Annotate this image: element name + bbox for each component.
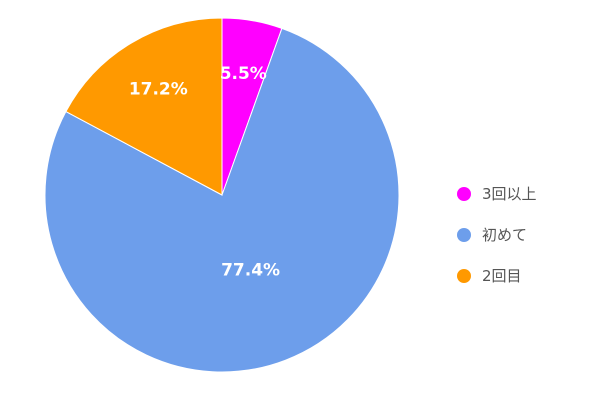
pie-slice-labels: 5.5% 77.4% 17.2% bbox=[129, 64, 280, 280]
slice-value-label: 77.4% bbox=[221, 260, 280, 280]
legend-swatch bbox=[457, 269, 471, 283]
legend-label: 初めて bbox=[482, 226, 527, 244]
slice-value-label: 17.2% bbox=[129, 80, 188, 100]
legend-swatch bbox=[457, 187, 471, 201]
legend-label: 2回目 bbox=[482, 267, 522, 285]
pie-slice bbox=[65, 17, 223, 196]
pie-slice bbox=[44, 27, 400, 373]
legend-swatch bbox=[457, 228, 471, 242]
slice-value-label: 5.5% bbox=[220, 64, 267, 84]
pie-slices bbox=[44, 17, 400, 373]
legend-label: 3回以上 bbox=[482, 185, 537, 203]
